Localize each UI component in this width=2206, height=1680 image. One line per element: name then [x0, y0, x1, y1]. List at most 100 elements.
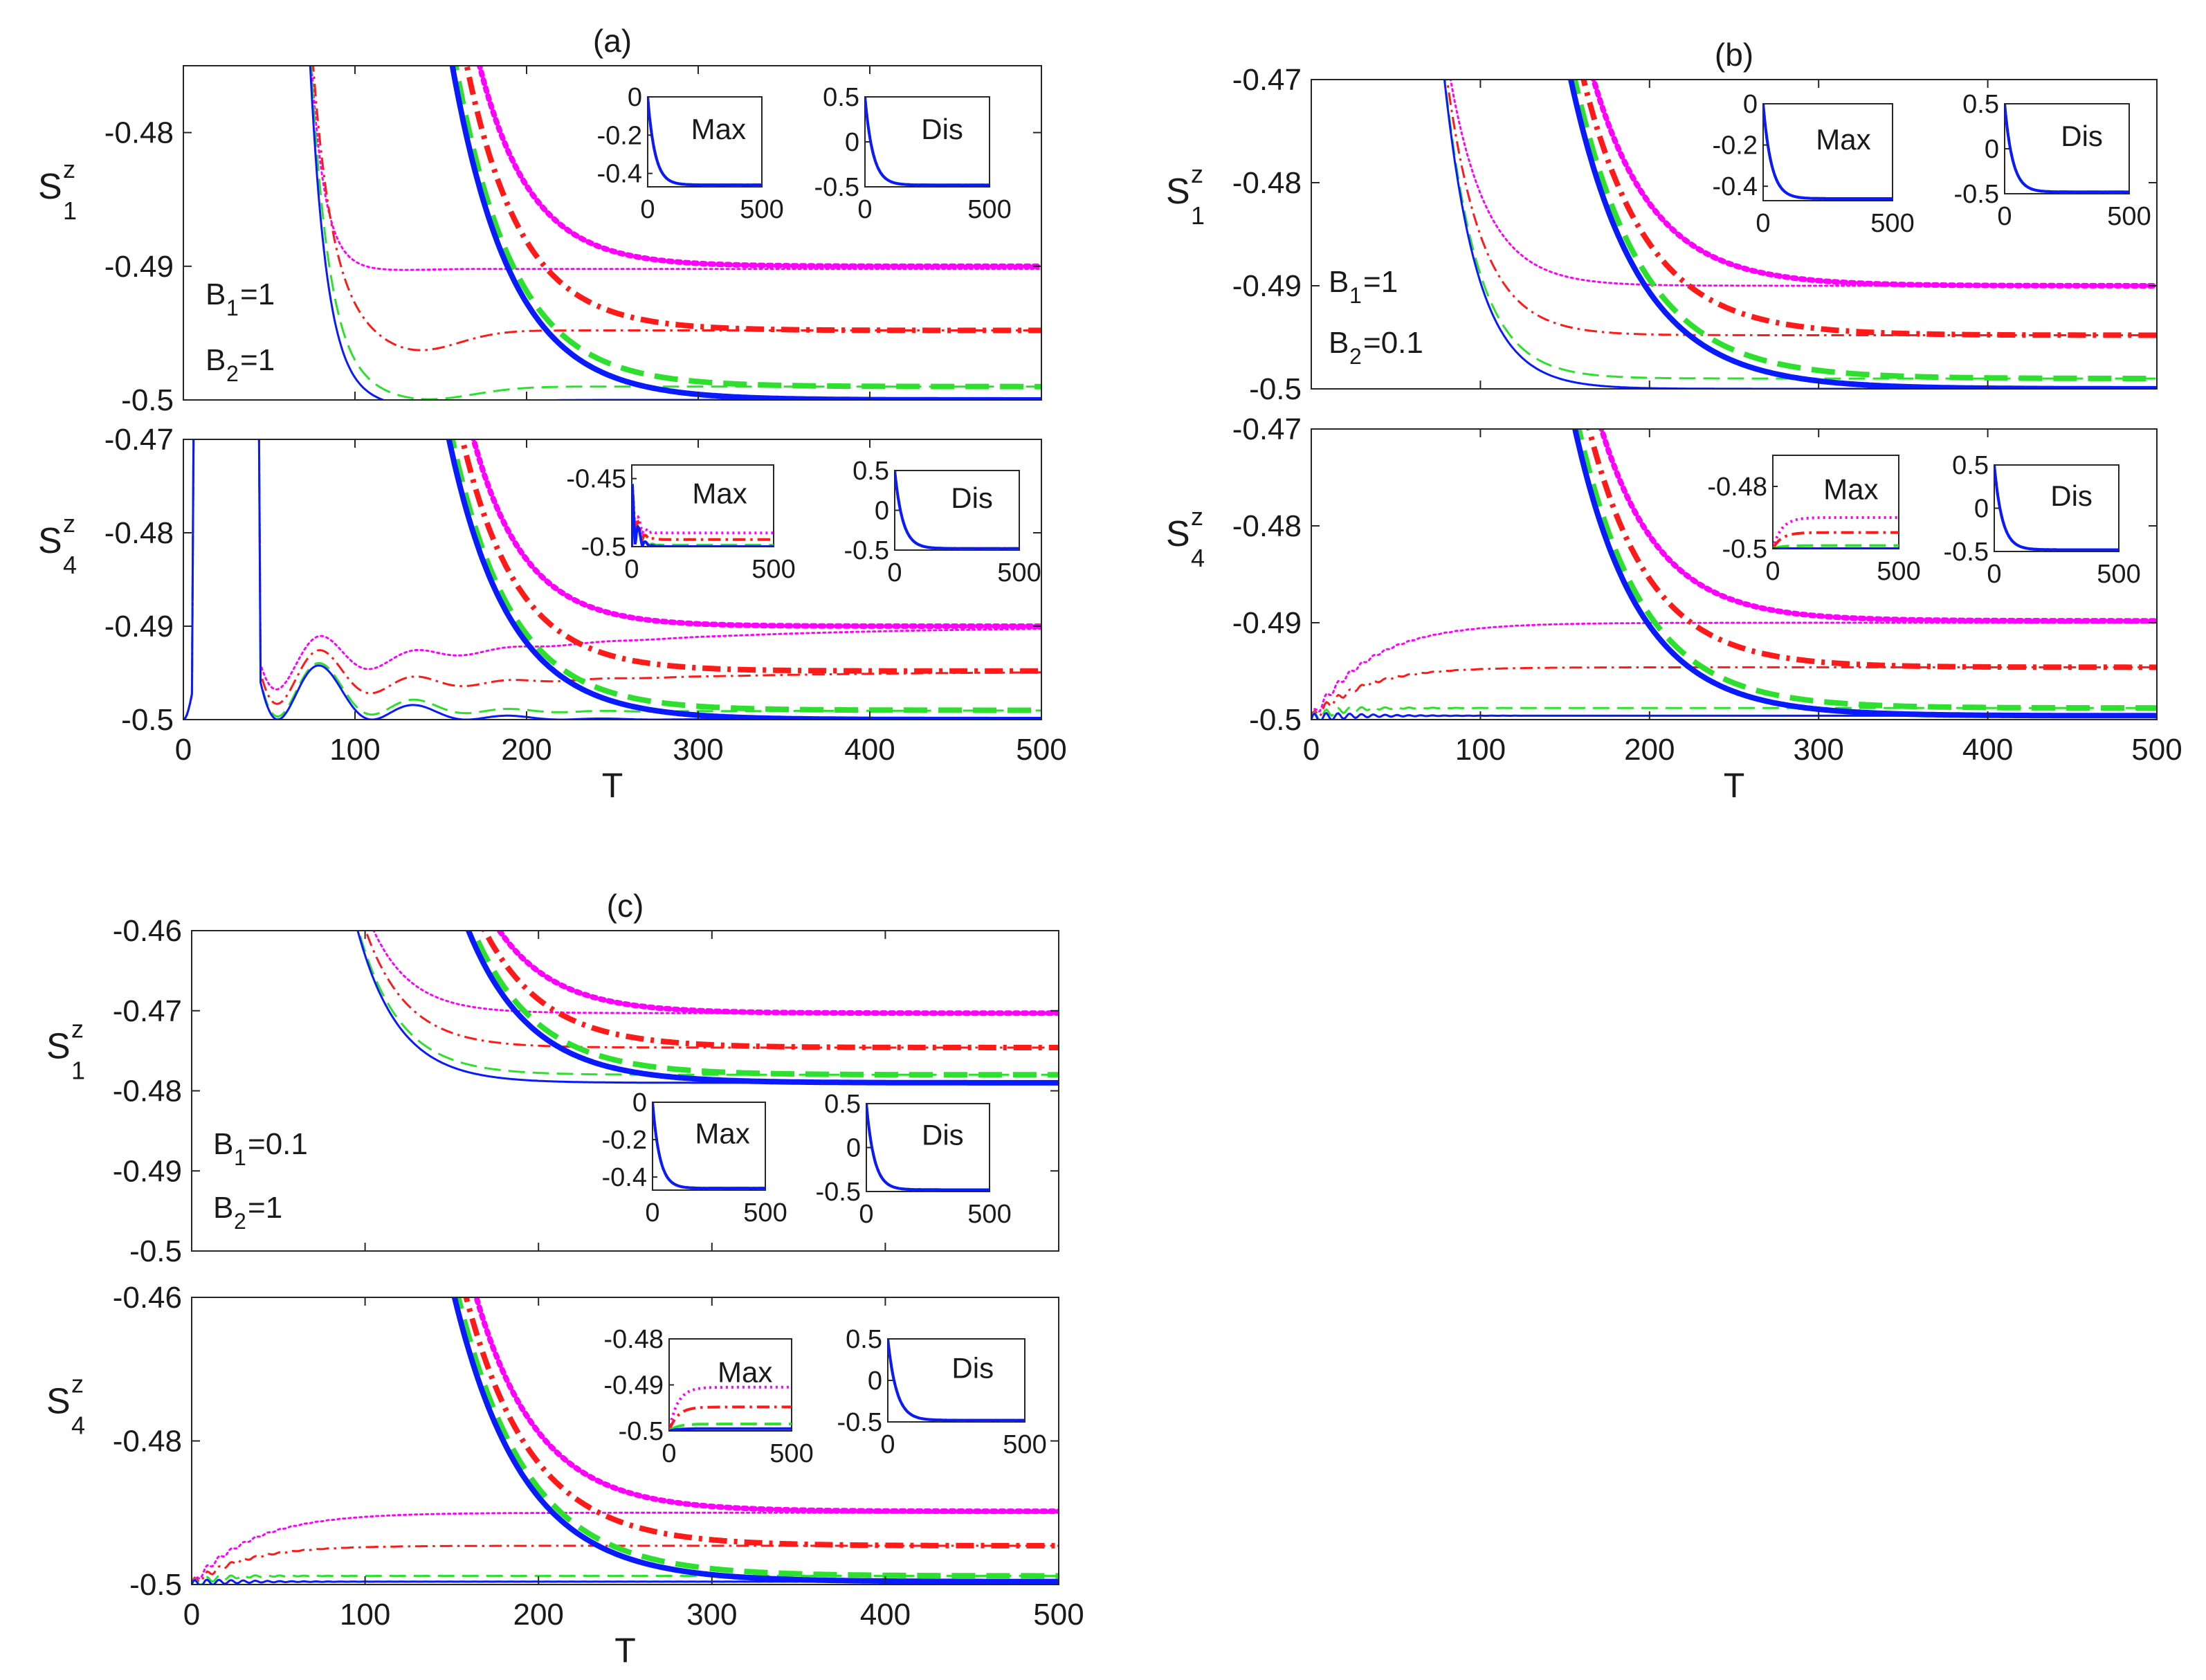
series-line-thick-green-dashed	[449, 439, 1041, 713]
y-tick-label: -0.49	[104, 250, 174, 284]
series-line-thin-blue-solid	[309, 66, 1041, 400]
inset-y-tick-label: 0.5	[823, 83, 859, 112]
inset-series	[1773, 516, 1899, 549]
x-tick-label: 400	[844, 733, 895, 767]
inset-line-magenta	[632, 482, 774, 547]
series-line-thin-blue-solid	[1443, 80, 2157, 389]
inset-y-tick-label: 0	[868, 1367, 882, 1396]
x-tick-label: 500	[1033, 1598, 1084, 1632]
series-line-thin-red-dashdot	[365, 931, 1059, 1049]
series-line-thin-blue-solid	[183, 439, 1041, 720]
panel-title: (a)	[593, 23, 632, 59]
inset-frame	[1762, 103, 1893, 201]
inset-x-tick-label: 500	[1877, 557, 1920, 586]
y-tick-label: -0.47	[1232, 63, 1302, 97]
inset-y-tick-label: 0	[875, 497, 889, 526]
inset-line-red	[1773, 531, 1899, 549]
inset-x-tick-label: 500	[751, 555, 795, 584]
series-group	[309, 66, 1041, 400]
inset-title-dis: Dis	[2050, 480, 2093, 512]
inset-y-tick-label: 0	[628, 83, 642, 112]
x-tick-label: 500	[1016, 733, 1066, 767]
inset-title-dis: Dis	[2061, 120, 2103, 152]
inset-line-blue	[1763, 104, 1893, 200]
inset-line-magenta	[1773, 516, 1899, 549]
inset-series	[1763, 104, 1893, 200]
inset-title-max: Max	[718, 1356, 772, 1389]
series-line-thin-green-dashed	[357, 931, 1059, 1076]
inset-x-tick-label: 0	[640, 195, 655, 224]
inset-y-tick-label: 0	[845, 128, 859, 157]
inset-line-blue	[866, 1104, 990, 1191]
inset-y-tick-label: -0.5	[1954, 180, 1999, 209]
inset-x-tick-label: 500	[2097, 560, 2140, 589]
param-subscript-1: 1	[234, 1145, 246, 1170]
inset-x-tick-label: 0	[1765, 557, 1780, 586]
x-axis-label: T	[602, 766, 623, 805]
inset-y-tick-label: 0.5	[853, 457, 889, 486]
inset-y-tick-label: -0.5	[837, 1408, 882, 1437]
inset-y-tick-label: -0.4	[602, 1163, 647, 1192]
series-line-thin-blue-solid	[356, 931, 1059, 1084]
inset-max: -0.48 -0.49 -0.50 500 Max	[603, 1325, 813, 1468]
series-line-thick-green-dashed	[453, 66, 1041, 390]
axes-frame	[183, 65, 1042, 401]
panel-b-top: -0.5-0.49-0.48-0.47(b)S z1B 1 =1B 2 =0.10-0.2…	[1166, 37, 2158, 406]
inset-y-tick-label: -0.49	[603, 1371, 664, 1400]
x-tick-label: 0	[183, 1598, 200, 1632]
inset-y-tick-label: -0.5	[844, 536, 889, 565]
series-group	[1443, 80, 2157, 389]
inset-y-tick-label: 0.5	[824, 1090, 861, 1119]
param-subscript-1: 1	[1349, 283, 1362, 308]
y-tick-label: -0.5	[121, 383, 174, 417]
param-symbol-2: B	[206, 343, 226, 377]
y-label-base: S	[1166, 514, 1190, 554]
inset-title-dis: Dis	[921, 113, 963, 145]
x-tick-label: 100	[340, 1598, 390, 1632]
inset-series	[648, 97, 762, 187]
y-tick-label: -0.5	[121, 703, 174, 737]
inset-y-tick-label: 0	[846, 1134, 861, 1163]
x-tick-label: 100	[1455, 733, 1506, 767]
inset-y-tick-label: 0	[1743, 90, 1758, 119]
inset-series	[865, 97, 990, 187]
inset-series	[632, 482, 774, 547]
series-line-thick-red-dashdot	[459, 439, 1041, 674]
inset-y-tick-label: 0	[632, 1088, 647, 1117]
series-group	[356, 931, 1059, 1086]
parameter-annotation: B 1 =1B 2 =1	[206, 277, 275, 386]
inset-x-tick-label: 500	[743, 1198, 787, 1227]
inset-title-dis: Dis	[951, 1351, 994, 1384]
y-label-superscript: z	[1191, 502, 1203, 531]
param-subscript-2: 2	[1349, 344, 1362, 369]
inset-title-dis: Dis	[951, 482, 993, 514]
inset-x-tick-label: 0	[1997, 202, 2012, 231]
panel-a-top: -0.5-0.49-0.48(a)S z1B 1 =1B 2 =10-0.2-0.40 50…	[38, 23, 1042, 417]
series-line-thin-magenta-dotted	[310, 66, 1041, 271]
inset-series	[895, 471, 1019, 550]
y-tick-label: -0.47	[104, 423, 174, 457]
inset-x-tick-label: 0	[880, 1430, 895, 1459]
inset-series	[669, 1385, 792, 1431]
inset-x-tick-label: 500	[1870, 209, 1914, 238]
x-tick-label: 500	[2131, 733, 2182, 767]
y-tick-label: -0.5	[1249, 703, 1302, 737]
inset-y-tick-label: 0	[1985, 135, 1999, 164]
inset-frame	[864, 96, 990, 188]
x-axis-label: T	[614, 1631, 636, 1670]
x-tick-label: 300	[673, 733, 723, 767]
axes-frame	[183, 439, 1042, 720]
inset-line-magenta	[669, 1385, 792, 1431]
series-line-thick-magenta-dotted	[471, 439, 1041, 629]
param-symbol-2: B	[1329, 326, 1349, 360]
parameter-annotation: B 1 =0.1B 2 =1	[213, 1127, 308, 1234]
inset-line-blue	[865, 97, 990, 187]
inset-line-red	[632, 483, 774, 547]
series-line-thick-blue-solid	[1572, 429, 2157, 719]
y-label-subscript: 1	[1191, 201, 1205, 230]
inset-max: 0 -0.2 -0.4 0 500 Max	[597, 83, 784, 224]
